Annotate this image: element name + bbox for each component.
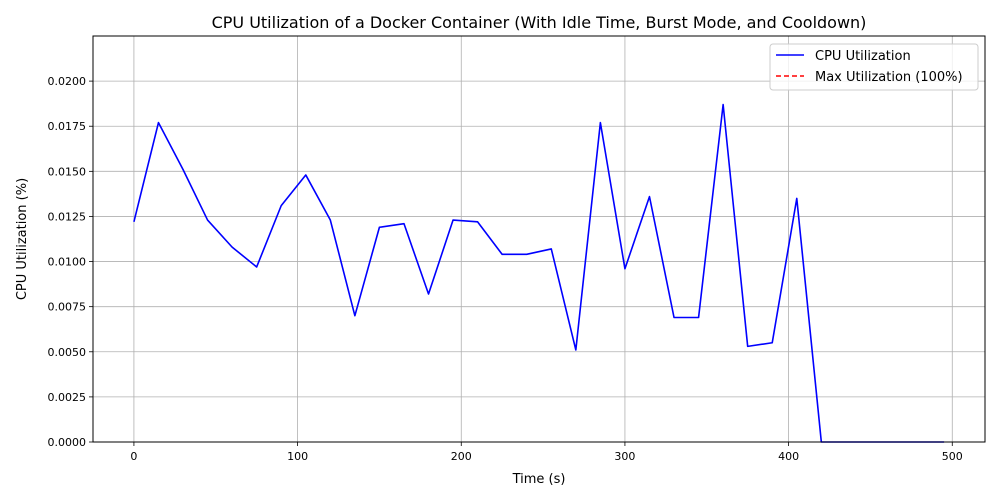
y-tick-label: 0.0175 [48, 120, 87, 133]
plot-frame [92, 35, 986, 443]
y-axis-label: CPU Utilization (%) [15, 178, 30, 300]
y-tick-label: 0.0125 [48, 210, 87, 223]
y-tick-label: 0.0150 [48, 165, 87, 178]
chart-title: CPU Utilization of a Docker Container (W… [212, 13, 867, 32]
series-line-0 [133, 103, 945, 443]
y-tick-label: 0.0075 [48, 301, 87, 314]
grid [93, 36, 985, 443]
legend-label-max: Max Utilization (100%) [815, 70, 963, 85]
y-tick-label: 0.0100 [48, 256, 87, 269]
legend: CPU Utilization Max Utilization (100%) [769, 43, 979, 91]
legend-box [769, 43, 979, 91]
series-layer [133, 103, 945, 443]
y-tick-label: 0.0025 [48, 391, 87, 404]
y-tick-label: 0.0050 [48, 346, 87, 359]
y-axis: 0.0000 0.0025 0.0050 0.0075 0.0100 0.0125 0.01… [48, 75, 93, 449]
x-tick-label: 0 [130, 450, 137, 463]
y-tick-label: 0.0200 [48, 75, 87, 88]
x-axis-label: Time (s) [512, 472, 566, 487]
x-tick-label: 200 [451, 450, 472, 463]
y-tick-label: 0.0000 [48, 436, 87, 449]
x-tick-label: 100 [287, 450, 308, 463]
x-axis: 0 100 200 300 400 500 [130, 442, 963, 463]
x-tick-label: 400 [778, 450, 799, 463]
x-tick-label: 300 [614, 450, 635, 463]
x-tick-label: 500 [942, 450, 963, 463]
legend-label-cpu: CPU Utilization [815, 49, 911, 64]
